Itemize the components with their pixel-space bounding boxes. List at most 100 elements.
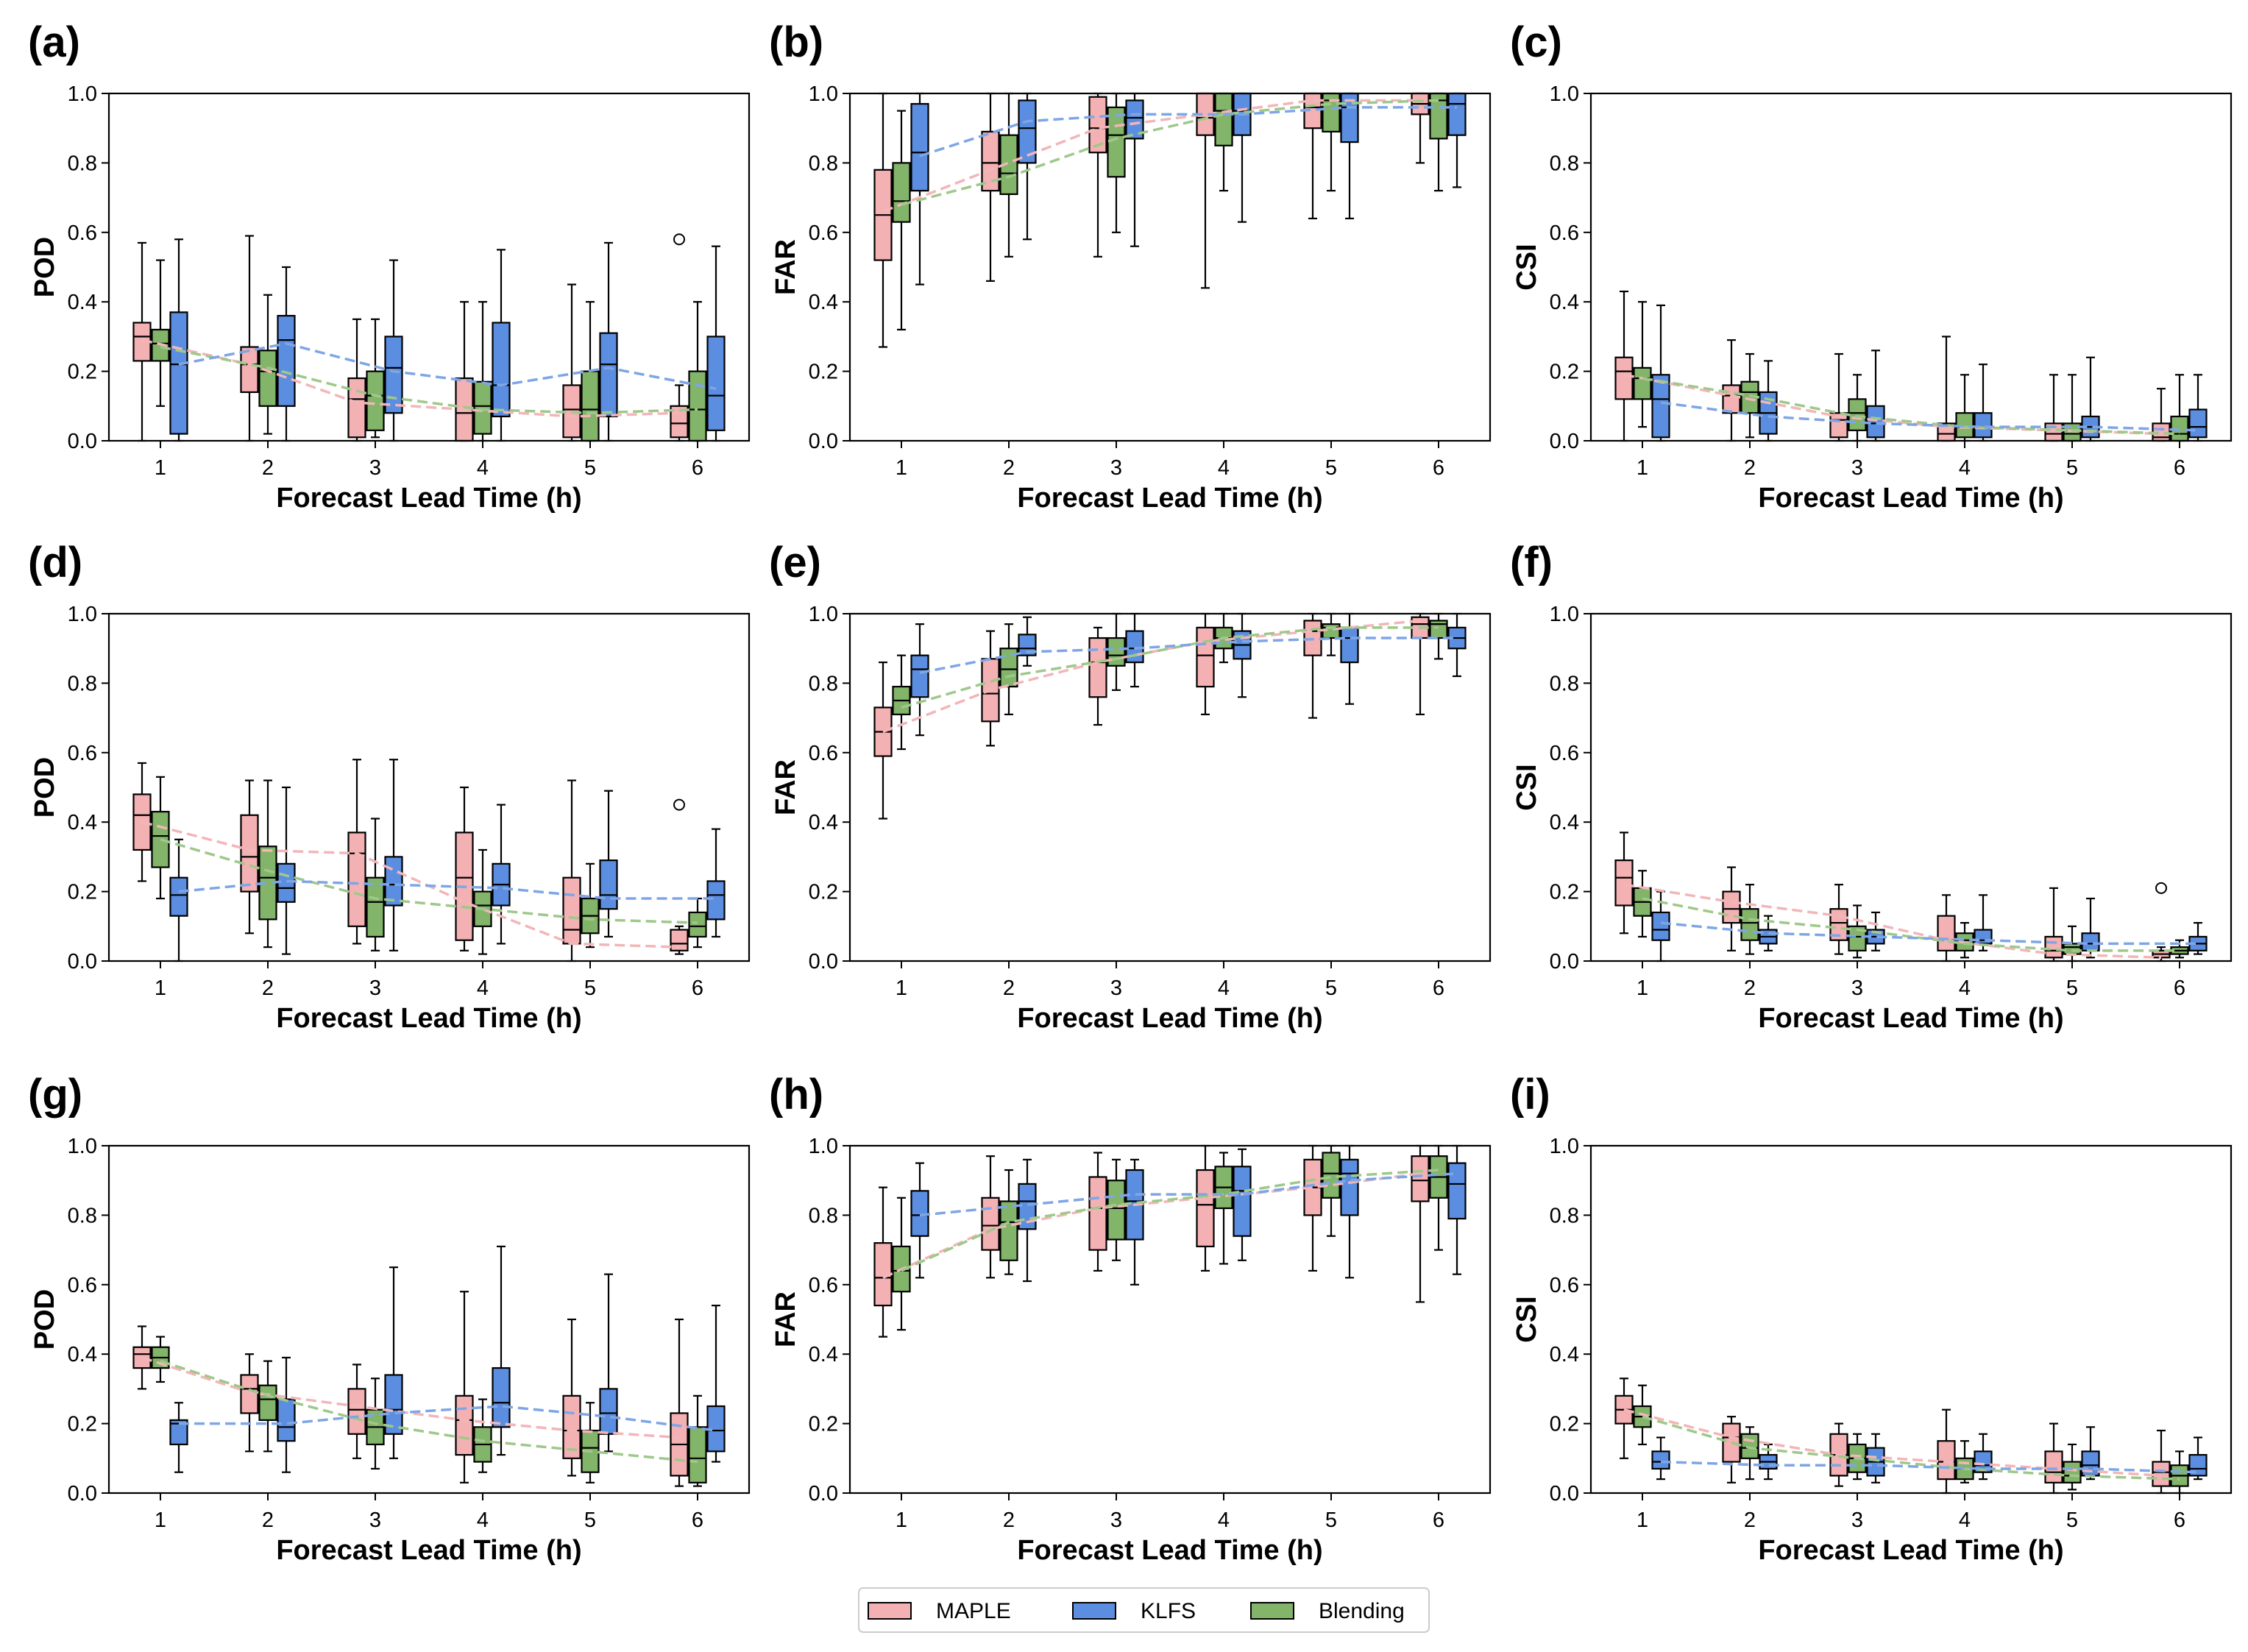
y-tick-label: 0.6 xyxy=(68,1274,97,1297)
y-tick-label: 0.6 xyxy=(809,742,838,765)
y-axis-label: FAR xyxy=(770,1291,801,1347)
y-tick-label: 0.4 xyxy=(68,291,97,314)
box-klfs xyxy=(910,103,929,192)
panel-f: (f) 0.0 0.2 0.4 0.6 0.8 1.0 1 2 3 4 5 6 Forecast Lead… xyxy=(1510,539,2233,1034)
box-blending xyxy=(258,1384,277,1421)
y-tick-label: 0.4 xyxy=(1550,1343,1579,1366)
y-tick-label: 0.2 xyxy=(68,881,97,904)
box-maple xyxy=(1196,626,1215,688)
box-klfs xyxy=(599,859,618,910)
box-klfs xyxy=(2188,1453,2208,1477)
series-blending xyxy=(151,776,707,955)
x-tick-label: 4 xyxy=(1959,456,1971,480)
series-blending xyxy=(151,1336,707,1487)
plot-frame xyxy=(107,1144,751,1495)
mean-line-klfs xyxy=(178,342,717,390)
x-tick-label: 2 xyxy=(1744,1509,1756,1532)
y-tick-label: 0.0 xyxy=(68,950,97,974)
x-axis-label: Forecast Lead Time (h) xyxy=(276,1535,581,1566)
panel-h: (h) 0.0 0.2 0.4 0.6 0.8 1.0 1 2 3 4 5 6 Forecast Lead… xyxy=(769,1071,1492,1566)
y-tick-label: 0.8 xyxy=(809,152,838,175)
y-tick-label: 0.4 xyxy=(809,291,838,314)
x-tick-label: 6 xyxy=(692,1509,703,1532)
box-klfs xyxy=(1866,405,1885,439)
y-tick-label: 0.8 xyxy=(809,672,838,695)
mean-line-blending xyxy=(160,838,698,924)
mean-line-blending xyxy=(1642,1415,2180,1481)
y-tick-label: 0.8 xyxy=(68,672,97,695)
box-klfs xyxy=(384,1374,403,1435)
panel-label: (f) xyxy=(1510,539,1553,586)
y-tick-label: 0.0 xyxy=(68,1482,97,1506)
y-tick-label: 0.0 xyxy=(809,950,838,974)
box-maple xyxy=(347,377,366,439)
outlier-point xyxy=(2155,882,2167,894)
y-tick-label: 0.0 xyxy=(1550,1482,1579,1506)
box-blending xyxy=(1740,908,1759,941)
legend-swatch xyxy=(868,1602,912,1620)
y-tick-label: 1.0 xyxy=(809,1135,838,1158)
series-blending xyxy=(1633,301,2189,442)
x-tick-label: 4 xyxy=(1959,1509,1971,1532)
x-axis-label: Forecast Lead Time (h) xyxy=(1017,1003,1322,1034)
mean-line-blending xyxy=(901,626,1439,709)
mean-line-maple xyxy=(141,820,680,949)
box-klfs xyxy=(492,1366,511,1428)
y-tick-label: 0.0 xyxy=(809,1482,838,1506)
mean-line-klfs xyxy=(178,879,716,900)
box-maple xyxy=(455,1394,474,1456)
mean-line-blending xyxy=(1642,377,2180,436)
x-tick-label: 5 xyxy=(584,456,596,480)
x-tick-label: 6 xyxy=(1433,976,1444,1000)
y-tick-label: 0.4 xyxy=(68,811,97,834)
box-klfs xyxy=(1233,1166,1252,1237)
box-klfs xyxy=(1340,1158,1359,1216)
series-klfs xyxy=(169,233,726,442)
x-axis-label: Forecast Lead Time (h) xyxy=(1758,483,2063,514)
x-tick-label: 3 xyxy=(1110,456,1122,480)
x-tick-label: 1 xyxy=(896,1509,907,1532)
y-axis-label: CSI xyxy=(1511,764,1542,810)
box-blending xyxy=(1214,92,1233,146)
box-klfs xyxy=(384,856,403,907)
y-tick-label: 1.0 xyxy=(809,603,838,626)
legend-label: Blending xyxy=(1319,1599,1405,1623)
y-tick-label: 0.6 xyxy=(1550,742,1579,765)
box-blending xyxy=(999,1200,1018,1261)
plot-frame xyxy=(107,92,751,442)
x-tick-label: 5 xyxy=(1325,976,1337,1000)
outlier-point xyxy=(673,233,685,246)
legend-item-maple: MAPLE xyxy=(868,1599,1011,1623)
x-tick-label: 6 xyxy=(2174,1509,2185,1532)
panel-label: (e) xyxy=(769,539,821,586)
x-tick-label: 3 xyxy=(1851,456,1863,480)
box-klfs xyxy=(1447,92,1467,136)
y-tick-label: 1.0 xyxy=(1550,603,1579,626)
x-tick-label: 1 xyxy=(896,976,907,1000)
x-axis-label: Forecast Lead Time (h) xyxy=(1758,1535,2063,1566)
box-klfs xyxy=(1651,374,1670,439)
box-klfs xyxy=(1018,99,1037,164)
box-maple xyxy=(1722,384,1741,414)
series-blending xyxy=(892,1144,1448,1331)
box-blending xyxy=(473,380,492,435)
box-klfs xyxy=(706,336,726,431)
box-klfs xyxy=(1974,412,1993,439)
y-tick-label: 0.4 xyxy=(68,1343,97,1366)
y-tick-label: 0.0 xyxy=(809,430,838,453)
box-maple xyxy=(347,1388,366,1435)
y-tick-label: 0.2 xyxy=(68,1413,97,1436)
box-maple xyxy=(240,1374,259,1414)
y-tick-label: 0.6 xyxy=(1550,221,1579,245)
box-klfs xyxy=(1974,1450,1993,1473)
box-blending xyxy=(1848,925,1867,951)
box-maple xyxy=(1088,1176,1107,1251)
y-axis-label: FAR xyxy=(770,759,801,815)
mean-line-maple xyxy=(141,1356,680,1439)
x-axis-label: Forecast Lead Time (h) xyxy=(276,483,581,514)
y-axis-label: POD xyxy=(29,757,60,818)
y-tick-label: 0.2 xyxy=(68,361,97,384)
y-tick-label: 0.8 xyxy=(68,1204,97,1227)
box-blending xyxy=(1107,637,1126,667)
box-blending xyxy=(366,876,385,938)
